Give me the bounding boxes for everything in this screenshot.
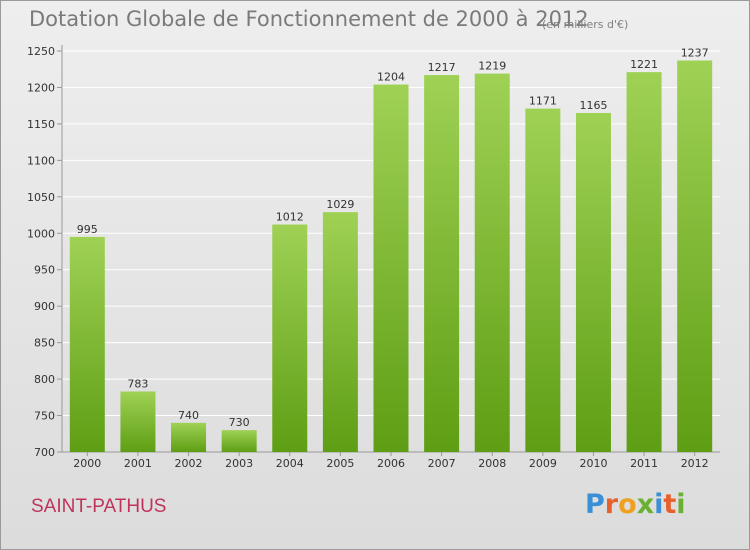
logo-letter: r: [604, 489, 619, 520]
x-tick-label: 2004: [276, 457, 304, 470]
y-tick-label: 1050: [27, 191, 55, 204]
y-tick-label: 700: [34, 446, 55, 459]
y-tick-label: 1250: [27, 45, 55, 58]
bar-value-label: 1219: [478, 60, 506, 73]
y-tick-label: 1150: [27, 118, 55, 131]
bar-2011: [626, 72, 662, 452]
bar-value-label: 740: [178, 409, 199, 422]
logo-letter: i: [654, 489, 664, 520]
bar-2012: [677, 60, 713, 452]
bar-value-label: 1217: [428, 61, 456, 74]
y-tick-label: 800: [34, 373, 55, 386]
bar-2005: [322, 212, 358, 452]
bar-2003: [221, 430, 257, 452]
bar-value-label: 1237: [681, 46, 709, 59]
bar-value-label: 995: [77, 223, 98, 236]
bar-2006: [373, 84, 409, 453]
proxiti-logo: Proxiti: [585, 489, 686, 520]
x-tick-label: 2002: [175, 457, 203, 470]
commune-name: SAINT-PATHUS: [31, 496, 167, 517]
bar-2009: [525, 108, 561, 453]
logo-letter: P: [585, 489, 605, 520]
bar-2000: [69, 236, 105, 452]
x-tick-label: 2012: [681, 457, 709, 470]
logo-letter: i: [676, 489, 686, 520]
bar-2002: [171, 422, 207, 452]
chart-unit: (en milliers d'€): [542, 18, 629, 31]
x-tick-label: 2010: [579, 457, 607, 470]
bar-value-label: 783: [127, 377, 148, 390]
y-tick-label: 900: [34, 300, 55, 313]
y-tick-label: 750: [34, 410, 55, 423]
x-tick-label: 2005: [326, 457, 354, 470]
bar-2007: [424, 75, 460, 452]
bar-value-label: 730: [229, 416, 250, 429]
bar-value-label: 1165: [579, 99, 607, 112]
x-tick-label: 2009: [529, 457, 557, 470]
logo-letter: o: [618, 489, 637, 520]
x-tick-label: 2000: [73, 457, 101, 470]
bar-value-label: 1012: [276, 211, 304, 224]
x-tick-label: 2003: [225, 457, 253, 470]
x-tick-label: 2011: [630, 457, 658, 470]
y-tick-label: 1100: [27, 154, 55, 167]
x-tick-label: 2001: [124, 457, 152, 470]
chart-title: Dotation Globale de Fonctionnement de 20…: [29, 7, 589, 31]
bar-2004: [272, 224, 308, 452]
x-tick-label: 2006: [377, 457, 405, 470]
bar-value-label: 1171: [529, 95, 557, 108]
bar-2008: [474, 73, 510, 453]
x-tick-label: 2008: [478, 457, 506, 470]
bar-2001: [120, 391, 156, 452]
bar-value-label: 1221: [630, 58, 658, 71]
bar-2010: [575, 112, 611, 453]
bar-value-label: 1029: [326, 198, 354, 211]
y-tick-label: 950: [34, 264, 55, 277]
x-tick-label: 2007: [428, 457, 456, 470]
y-tick-label: 1200: [27, 81, 55, 94]
y-tick-label: 850: [34, 337, 55, 350]
bar-value-label: 1204: [377, 71, 405, 84]
logo-letter: t: [663, 489, 677, 520]
y-tick-label: 1000: [27, 227, 55, 240]
logo-letter: x: [636, 489, 655, 520]
